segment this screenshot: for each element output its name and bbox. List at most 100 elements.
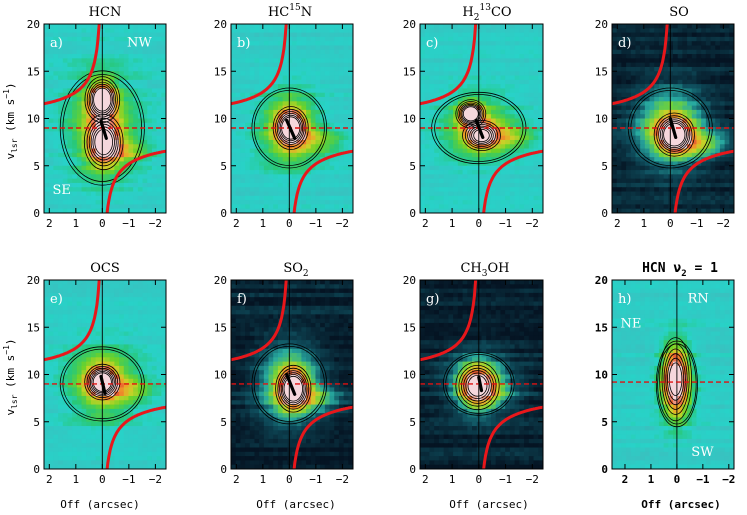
- contour: [656, 115, 693, 154]
- keplerian-curve-upper: [420, 24, 478, 106]
- keplerian-curve-upper: [231, 280, 288, 362]
- x-tick-label: 0: [476, 473, 483, 486]
- y-tick-label: 10: [595, 113, 608, 126]
- x-tick-label: 1: [641, 217, 648, 230]
- x-tick-label: 2: [422, 217, 429, 230]
- y-tick-label: 5: [33, 160, 40, 173]
- direction-label-nw: NW: [127, 36, 152, 51]
- panel-letter: h): [618, 292, 631, 307]
- y-tick-label: 0: [409, 207, 416, 220]
- contour: [663, 122, 686, 147]
- title-hc15n-part1: HC: [268, 5, 289, 20]
- heatmap-4: [612, 24, 734, 213]
- title-h213co-part2: CO: [491, 5, 512, 20]
- title-so2-sub: 2: [303, 269, 309, 279]
- y-tick-label: 20: [595, 18, 608, 31]
- heatmap-5: [44, 280, 166, 469]
- title-so2-part1: SO: [283, 261, 303, 276]
- velocity-gradient-segment: [477, 375, 484, 393]
- title-h213co-sub: 2: [474, 13, 480, 23]
- contour: [473, 128, 490, 143]
- y-tick-label: 0: [220, 463, 227, 476]
- contour: [465, 372, 490, 400]
- keplerian-curve-lower: [105, 149, 166, 213]
- x-tick-label: 2: [233, 217, 240, 230]
- x-tick-label: −2: [149, 217, 162, 230]
- contour: [658, 117, 691, 152]
- heatmap-2: [231, 24, 353, 213]
- x-tick-label: −1: [690, 217, 703, 230]
- contour: [280, 372, 306, 406]
- keplerian-curve-lower: [292, 149, 353, 213]
- contour: [467, 374, 488, 397]
- title-ch3oh-part1: CH: [460, 261, 481, 276]
- x-tick-label: −1: [696, 473, 710, 486]
- contour: [467, 124, 496, 148]
- contour: [86, 117, 121, 167]
- panel-letter: e): [50, 292, 63, 307]
- xlabel-g: Off (arcsec): [449, 498, 528, 511]
- contour: [461, 105, 481, 123]
- y-tick-label: 15: [403, 65, 416, 78]
- y-tick-label: 0: [601, 207, 608, 220]
- y-tick-label: 10: [595, 369, 608, 382]
- contour: [667, 357, 685, 401]
- contour: [278, 113, 304, 144]
- contour: [458, 102, 483, 126]
- y-tick-label: 20: [403, 18, 416, 31]
- x-tick-label: 2: [622, 473, 629, 486]
- y-tick-label: 5: [601, 416, 608, 429]
- y-tick-label: 20: [214, 274, 227, 287]
- y-tick-label: 5: [409, 160, 416, 173]
- y-tick-label: 10: [403, 369, 416, 382]
- y-tick-label: 20: [27, 18, 40, 31]
- x-tick-label: 2: [614, 217, 621, 230]
- contour: [455, 361, 500, 411]
- heatmap-8: [612, 280, 734, 469]
- contour: [469, 125, 494, 146]
- keplerian-curve-lower: [292, 405, 353, 469]
- contour: [458, 364, 497, 407]
- y-tick-label: 10: [27, 113, 40, 126]
- x-tick-label: −1: [499, 473, 512, 486]
- heatmap-3: [420, 24, 543, 213]
- contour: [464, 122, 499, 149]
- velocity-gradient-segment: [99, 119, 108, 140]
- x-tick-label: 0: [286, 217, 293, 230]
- xlabel-h: Off (arcsec): [641, 498, 720, 511]
- x-tick-label: 0: [99, 473, 106, 486]
- title-ch3oh-part2: OH: [488, 261, 510, 276]
- y-tick-label: 0: [33, 207, 40, 220]
- y-tick-label: 0: [601, 463, 608, 476]
- y-tick-label: 10: [214, 369, 227, 382]
- y-tick-label: 5: [220, 160, 227, 173]
- direction-label-ne: NE: [621, 316, 642, 331]
- x-tick-label: −1: [499, 217, 512, 230]
- contour: [282, 374, 305, 404]
- xlabel-e: Off (arcsec): [60, 498, 139, 511]
- y-tick-label: 15: [595, 65, 608, 78]
- y-tick-label: 20: [214, 18, 227, 31]
- keplerian-curve-lower: [482, 405, 543, 469]
- y-tick-label: 5: [33, 416, 40, 429]
- contour: [665, 353, 686, 406]
- title-ch3oh-sub: 3: [482, 269, 488, 279]
- svg-text:vlsr (km s−1): vlsr (km s−1): [2, 82, 19, 159]
- x-tick-label: −2: [526, 473, 539, 486]
- heatmap-6: [231, 280, 353, 469]
- title-ocs: OCS: [90, 261, 120, 276]
- x-tick-label: 1: [449, 473, 456, 486]
- velocity-gradient-segment: [285, 118, 297, 140]
- panel-letter: d): [618, 36, 631, 51]
- x-tick-label: 1: [260, 217, 267, 230]
- y-tick-label: 15: [27, 321, 40, 334]
- title-h213co-sup: 13: [480, 3, 492, 13]
- panel-letter: c): [426, 36, 438, 51]
- contour: [463, 370, 492, 402]
- direction-label-rn: RN: [688, 292, 709, 307]
